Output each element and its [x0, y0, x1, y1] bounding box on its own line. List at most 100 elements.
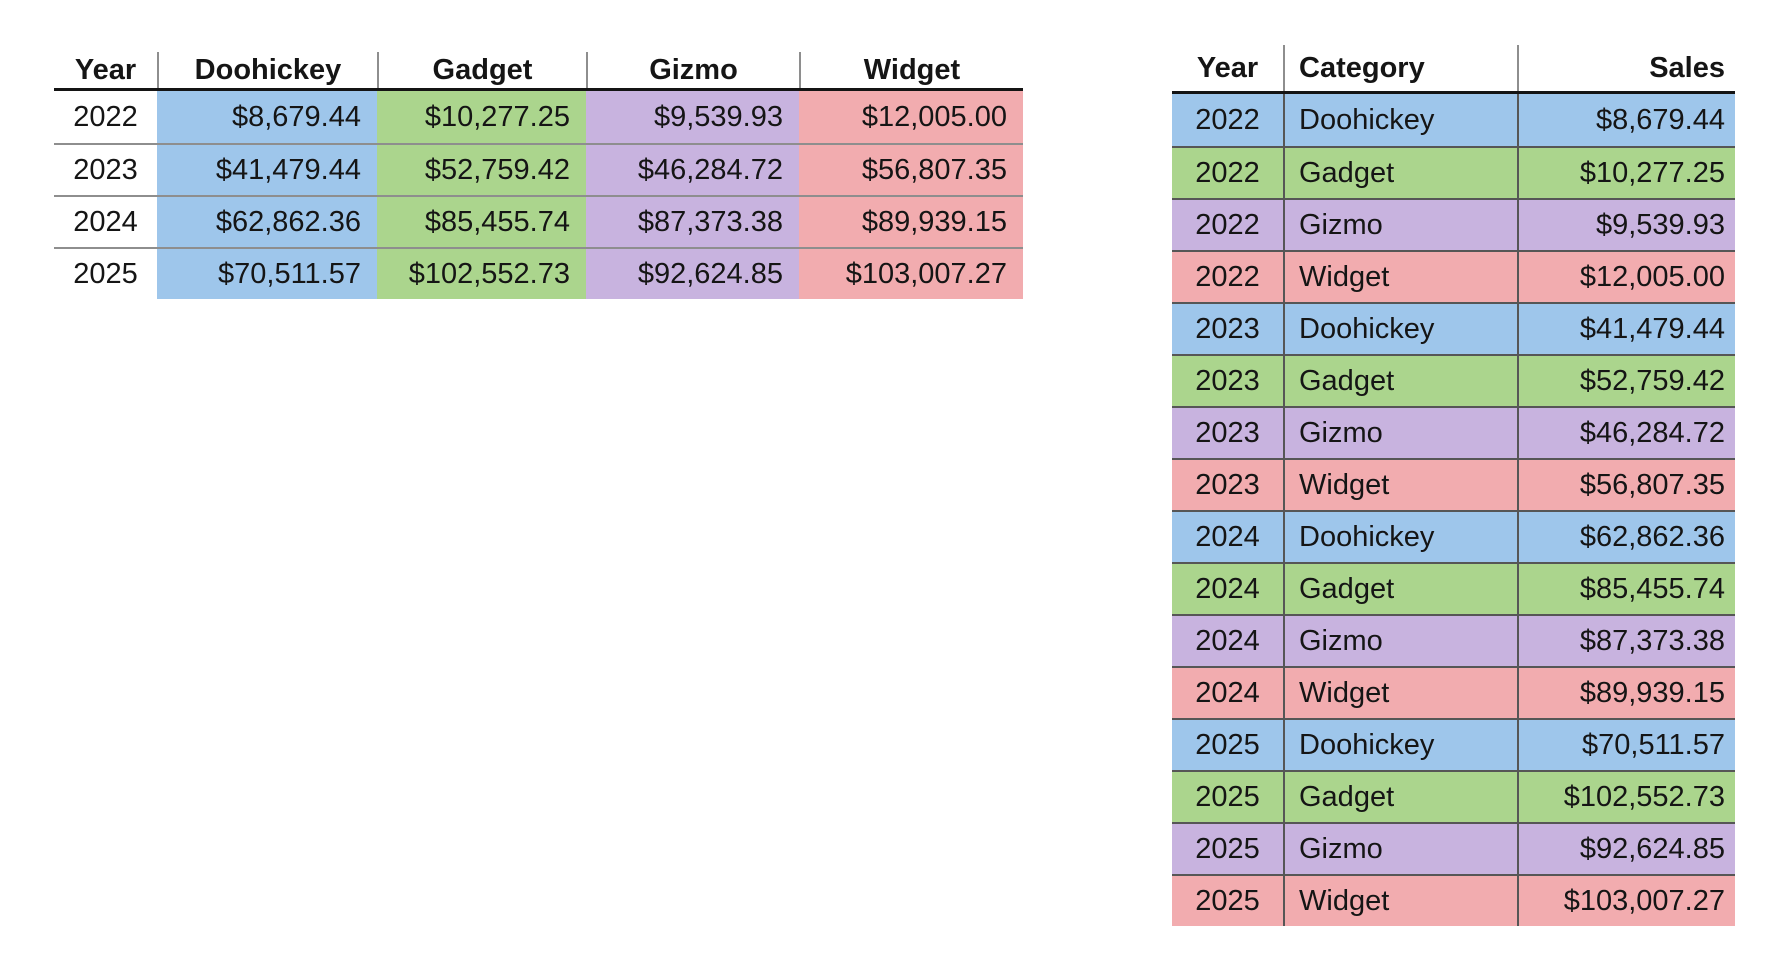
- table-row: 2022 Widget $12,005.00: [1172, 250, 1735, 302]
- category-cell: Gizmo: [1283, 408, 1517, 458]
- table-row: 2025 Gadget $102,552.73: [1172, 770, 1735, 822]
- pivot-value-cell: $103,007.27: [799, 249, 1023, 299]
- long-header-category: Category: [1283, 45, 1517, 91]
- table-row: 2022 Gadget $10,277.25: [1172, 146, 1735, 198]
- pivot-year-cell: 2023: [54, 145, 157, 195]
- pivot-value-cell: $102,552.73: [377, 249, 586, 299]
- pivot-value-cell: $56,807.35: [799, 145, 1023, 195]
- pivot-value-cell: $9,539.93: [586, 91, 799, 143]
- category-cell: Gizmo: [1283, 200, 1517, 250]
- sales-cell: $70,511.57: [1517, 720, 1735, 770]
- pivot-table: Year Doohickey Gadget Gizmo Widget 2022 …: [54, 52, 1023, 299]
- category-cell: Gadget: [1283, 356, 1517, 406]
- year-cell: 2022: [1195, 156, 1260, 189]
- sales-cell: $46,284.72: [1517, 408, 1735, 458]
- table-row: 2025 Widget $103,007.27: [1172, 874, 1735, 926]
- pivot-value-cell: $41,479.44: [157, 145, 377, 195]
- year-cell: 2024: [1195, 624, 1260, 657]
- category-cell: Gadget: [1283, 772, 1517, 822]
- table-row: 2024 Gizmo $87,373.38: [1172, 614, 1735, 666]
- year-cell: 2023: [1195, 468, 1260, 501]
- pivot-header-gadget: Gadget: [377, 52, 586, 88]
- sales-cell: $41,479.44: [1517, 304, 1735, 354]
- pivot-value-cell: $87,373.38: [586, 197, 799, 247]
- year-cell: 2022: [1195, 260, 1260, 293]
- table-row: 2023 Widget $56,807.35: [1172, 458, 1735, 510]
- category-cell: Doohickey: [1283, 720, 1517, 770]
- pivot-value-cell: $46,284.72: [586, 145, 799, 195]
- table-row: 2024 Doohickey $62,862.36: [1172, 510, 1735, 562]
- table-row: 2024 Gadget $85,455.74: [1172, 562, 1735, 614]
- table-row: 2023 $41,479.44 $52,759.42 $46,284.72 $5…: [54, 143, 1023, 195]
- pivot-value-cell: $10,277.25: [377, 91, 586, 143]
- table-row: 2025 Doohickey $70,511.57: [1172, 718, 1735, 770]
- sales-cell: $52,759.42: [1517, 356, 1735, 406]
- pivot-value-cell: $92,624.85: [586, 249, 799, 299]
- pivot-value-cell: $85,455.74: [377, 197, 586, 247]
- table-row: 2024 $62,862.36 $85,455.74 $87,373.38 $8…: [54, 195, 1023, 247]
- sales-cell: $9,539.93: [1517, 200, 1735, 250]
- sales-cell: $102,552.73: [1517, 772, 1735, 822]
- year-cell: 2023: [1195, 364, 1260, 397]
- pivot-value-cell: $8,679.44: [157, 91, 377, 143]
- table-row: 2023 Doohickey $41,479.44: [1172, 302, 1735, 354]
- sales-cell: $12,005.00: [1517, 252, 1735, 302]
- year-cell: 2022: [1195, 103, 1260, 136]
- table-row: 2025 $70,511.57 $102,552.73 $92,624.85 $…: [54, 247, 1023, 299]
- category-cell: Doohickey: [1283, 512, 1517, 562]
- sales-cell: $89,939.15: [1517, 668, 1735, 718]
- category-cell: Widget: [1283, 876, 1517, 926]
- year-cell: 2025: [1195, 884, 1260, 917]
- pivot-header-widget: Widget: [799, 52, 1023, 88]
- category-cell: Gizmo: [1283, 824, 1517, 874]
- pivot-value-cell: $62,862.36: [157, 197, 377, 247]
- category-cell: Widget: [1283, 252, 1517, 302]
- long-header-year: Year: [1196, 51, 1259, 84]
- pivot-header-doohickey: Doohickey: [157, 52, 377, 88]
- sales-cell: $10,277.25: [1517, 148, 1735, 198]
- year-cell: 2024: [1195, 676, 1260, 709]
- table-row: 2023 Gizmo $46,284.72: [1172, 406, 1735, 458]
- table-row: 2022 Doohickey $8,679.44: [1172, 94, 1735, 146]
- year-cell: 2025: [1195, 728, 1260, 761]
- year-cell: 2024: [1195, 520, 1260, 553]
- pivot-year-cell: 2025: [54, 249, 157, 299]
- sales-cell: $103,007.27: [1517, 876, 1735, 926]
- long-header-row: Year Category Sales: [1172, 45, 1735, 94]
- category-cell: Gadget: [1283, 564, 1517, 614]
- category-cell: Doohickey: [1283, 94, 1517, 146]
- pivot-header-gizmo: Gizmo: [586, 52, 799, 88]
- category-cell: Widget: [1283, 668, 1517, 718]
- table-row: 2025 Gizmo $92,624.85: [1172, 822, 1735, 874]
- year-cell: 2025: [1195, 780, 1260, 813]
- category-cell: Doohickey: [1283, 304, 1517, 354]
- year-cell: 2023: [1195, 312, 1260, 345]
- sales-cell: $8,679.44: [1517, 94, 1735, 146]
- category-cell: Gizmo: [1283, 616, 1517, 666]
- sales-cell: $92,624.85: [1517, 824, 1735, 874]
- pivot-year-cell: 2024: [54, 197, 157, 247]
- pivot-year-cell: 2022: [54, 91, 157, 143]
- sales-cell: $62,862.36: [1517, 512, 1735, 562]
- table-row: 2022 $8,679.44 $10,277.25 $9,539.93 $12,…: [54, 91, 1023, 143]
- sales-cell: $87,373.38: [1517, 616, 1735, 666]
- year-cell: 2022: [1195, 208, 1260, 241]
- year-cell: 2024: [1195, 572, 1260, 605]
- sales-cell: $85,455.74: [1517, 564, 1735, 614]
- pivot-header-row: Year Doohickey Gadget Gizmo Widget: [54, 52, 1023, 91]
- pivot-value-cell: $12,005.00: [799, 91, 1023, 143]
- pivot-value-cell: $89,939.15: [799, 197, 1023, 247]
- long-header-sales: Sales: [1517, 45, 1735, 91]
- table-row: 2023 Gadget $52,759.42: [1172, 354, 1735, 406]
- long-table: Year Category Sales 2022 Doohickey $8,67…: [1172, 45, 1735, 926]
- table-row: 2024 Widget $89,939.15: [1172, 666, 1735, 718]
- category-cell: Gadget: [1283, 148, 1517, 198]
- category-cell: Widget: [1283, 460, 1517, 510]
- table-row: 2022 Gizmo $9,539.93: [1172, 198, 1735, 250]
- pivot-value-cell: $70,511.57: [157, 249, 377, 299]
- pivot-value-cell: $52,759.42: [377, 145, 586, 195]
- year-cell: 2023: [1195, 416, 1260, 449]
- sales-cell: $56,807.35: [1517, 460, 1735, 510]
- year-cell: 2025: [1195, 832, 1260, 865]
- pivot-header-year: Year: [74, 53, 137, 86]
